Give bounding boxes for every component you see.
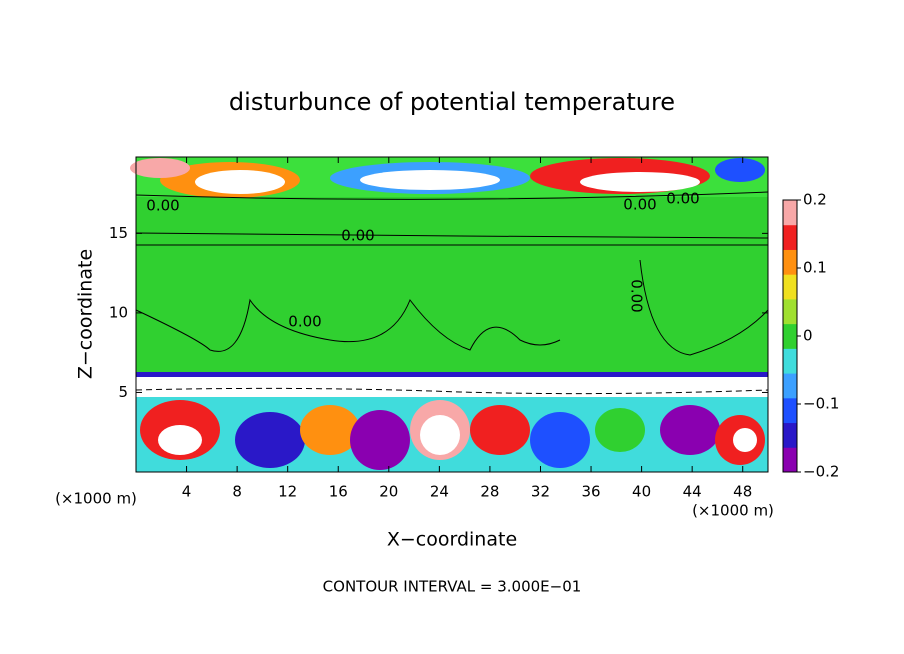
- colorbar-segment: [783, 348, 797, 374]
- x-tick-label: 36: [581, 483, 600, 501]
- x-unit-label: (×1000 m): [55, 490, 137, 508]
- colorbar-segment: [783, 397, 797, 424]
- y-axis-label: Z−coordinate: [75, 249, 97, 379]
- x-tick-label: 8: [232, 483, 242, 501]
- y-tick-label: 10: [109, 303, 128, 321]
- colorbar-tick-label: 0.2: [803, 191, 827, 209]
- x-tick-label: 24: [430, 483, 449, 501]
- contour-label: 0.00: [628, 279, 646, 312]
- colorbar-segment: [783, 224, 797, 250]
- colorbar-segment: [783, 298, 797, 325]
- contour-label: 0.00: [666, 190, 699, 208]
- y-tick-label: 15: [109, 224, 128, 242]
- colorbar-tick-label: −0.2: [803, 463, 839, 481]
- chart-title: disturbunce of potential temperature: [229, 88, 675, 116]
- colorbar-segment: [783, 323, 797, 349]
- field: [130, 157, 769, 472]
- colorbar-tick-label: 0: [803, 327, 813, 345]
- plot-frame: [135, 156, 769, 473]
- colorbar-segment: [783, 200, 797, 226]
- y-tick-label: 5: [118, 383, 128, 401]
- x-unit-label: (×1000 m): [692, 502, 774, 520]
- x-tick-label: 28: [480, 483, 499, 501]
- x-tick-label: 40: [632, 483, 651, 501]
- contour-label: 0.00: [341, 227, 374, 245]
- colorbar-tick-label: 0.1: [803, 259, 827, 277]
- x-tick-label: 4: [182, 483, 192, 501]
- contour-label: 0.00: [288, 313, 321, 331]
- contour-label: 0.00: [623, 196, 656, 214]
- colorbar-segment: [783, 249, 797, 275]
- x-axis-label: X−coordinate: [387, 529, 517, 551]
- footer-note: CONTOUR INTERVAL = 3.000E−01: [323, 578, 582, 596]
- colorbar-segment: [783, 373, 797, 399]
- x-tick-label: 48: [733, 483, 752, 501]
- x-tick-label: 44: [683, 483, 702, 501]
- colorbar-segment: [783, 422, 797, 448]
- colorbar-tick-label: −0.1: [803, 395, 839, 413]
- x-tick-label: 12: [278, 483, 297, 501]
- x-tick-label: 20: [379, 483, 398, 501]
- contour-label: 0.00: [146, 197, 179, 215]
- x-tick-label: 32: [531, 483, 550, 501]
- colorbar-segment: [783, 447, 797, 473]
- colorbar-segment: [783, 274, 797, 300]
- x-tick-label: 16: [329, 483, 348, 501]
